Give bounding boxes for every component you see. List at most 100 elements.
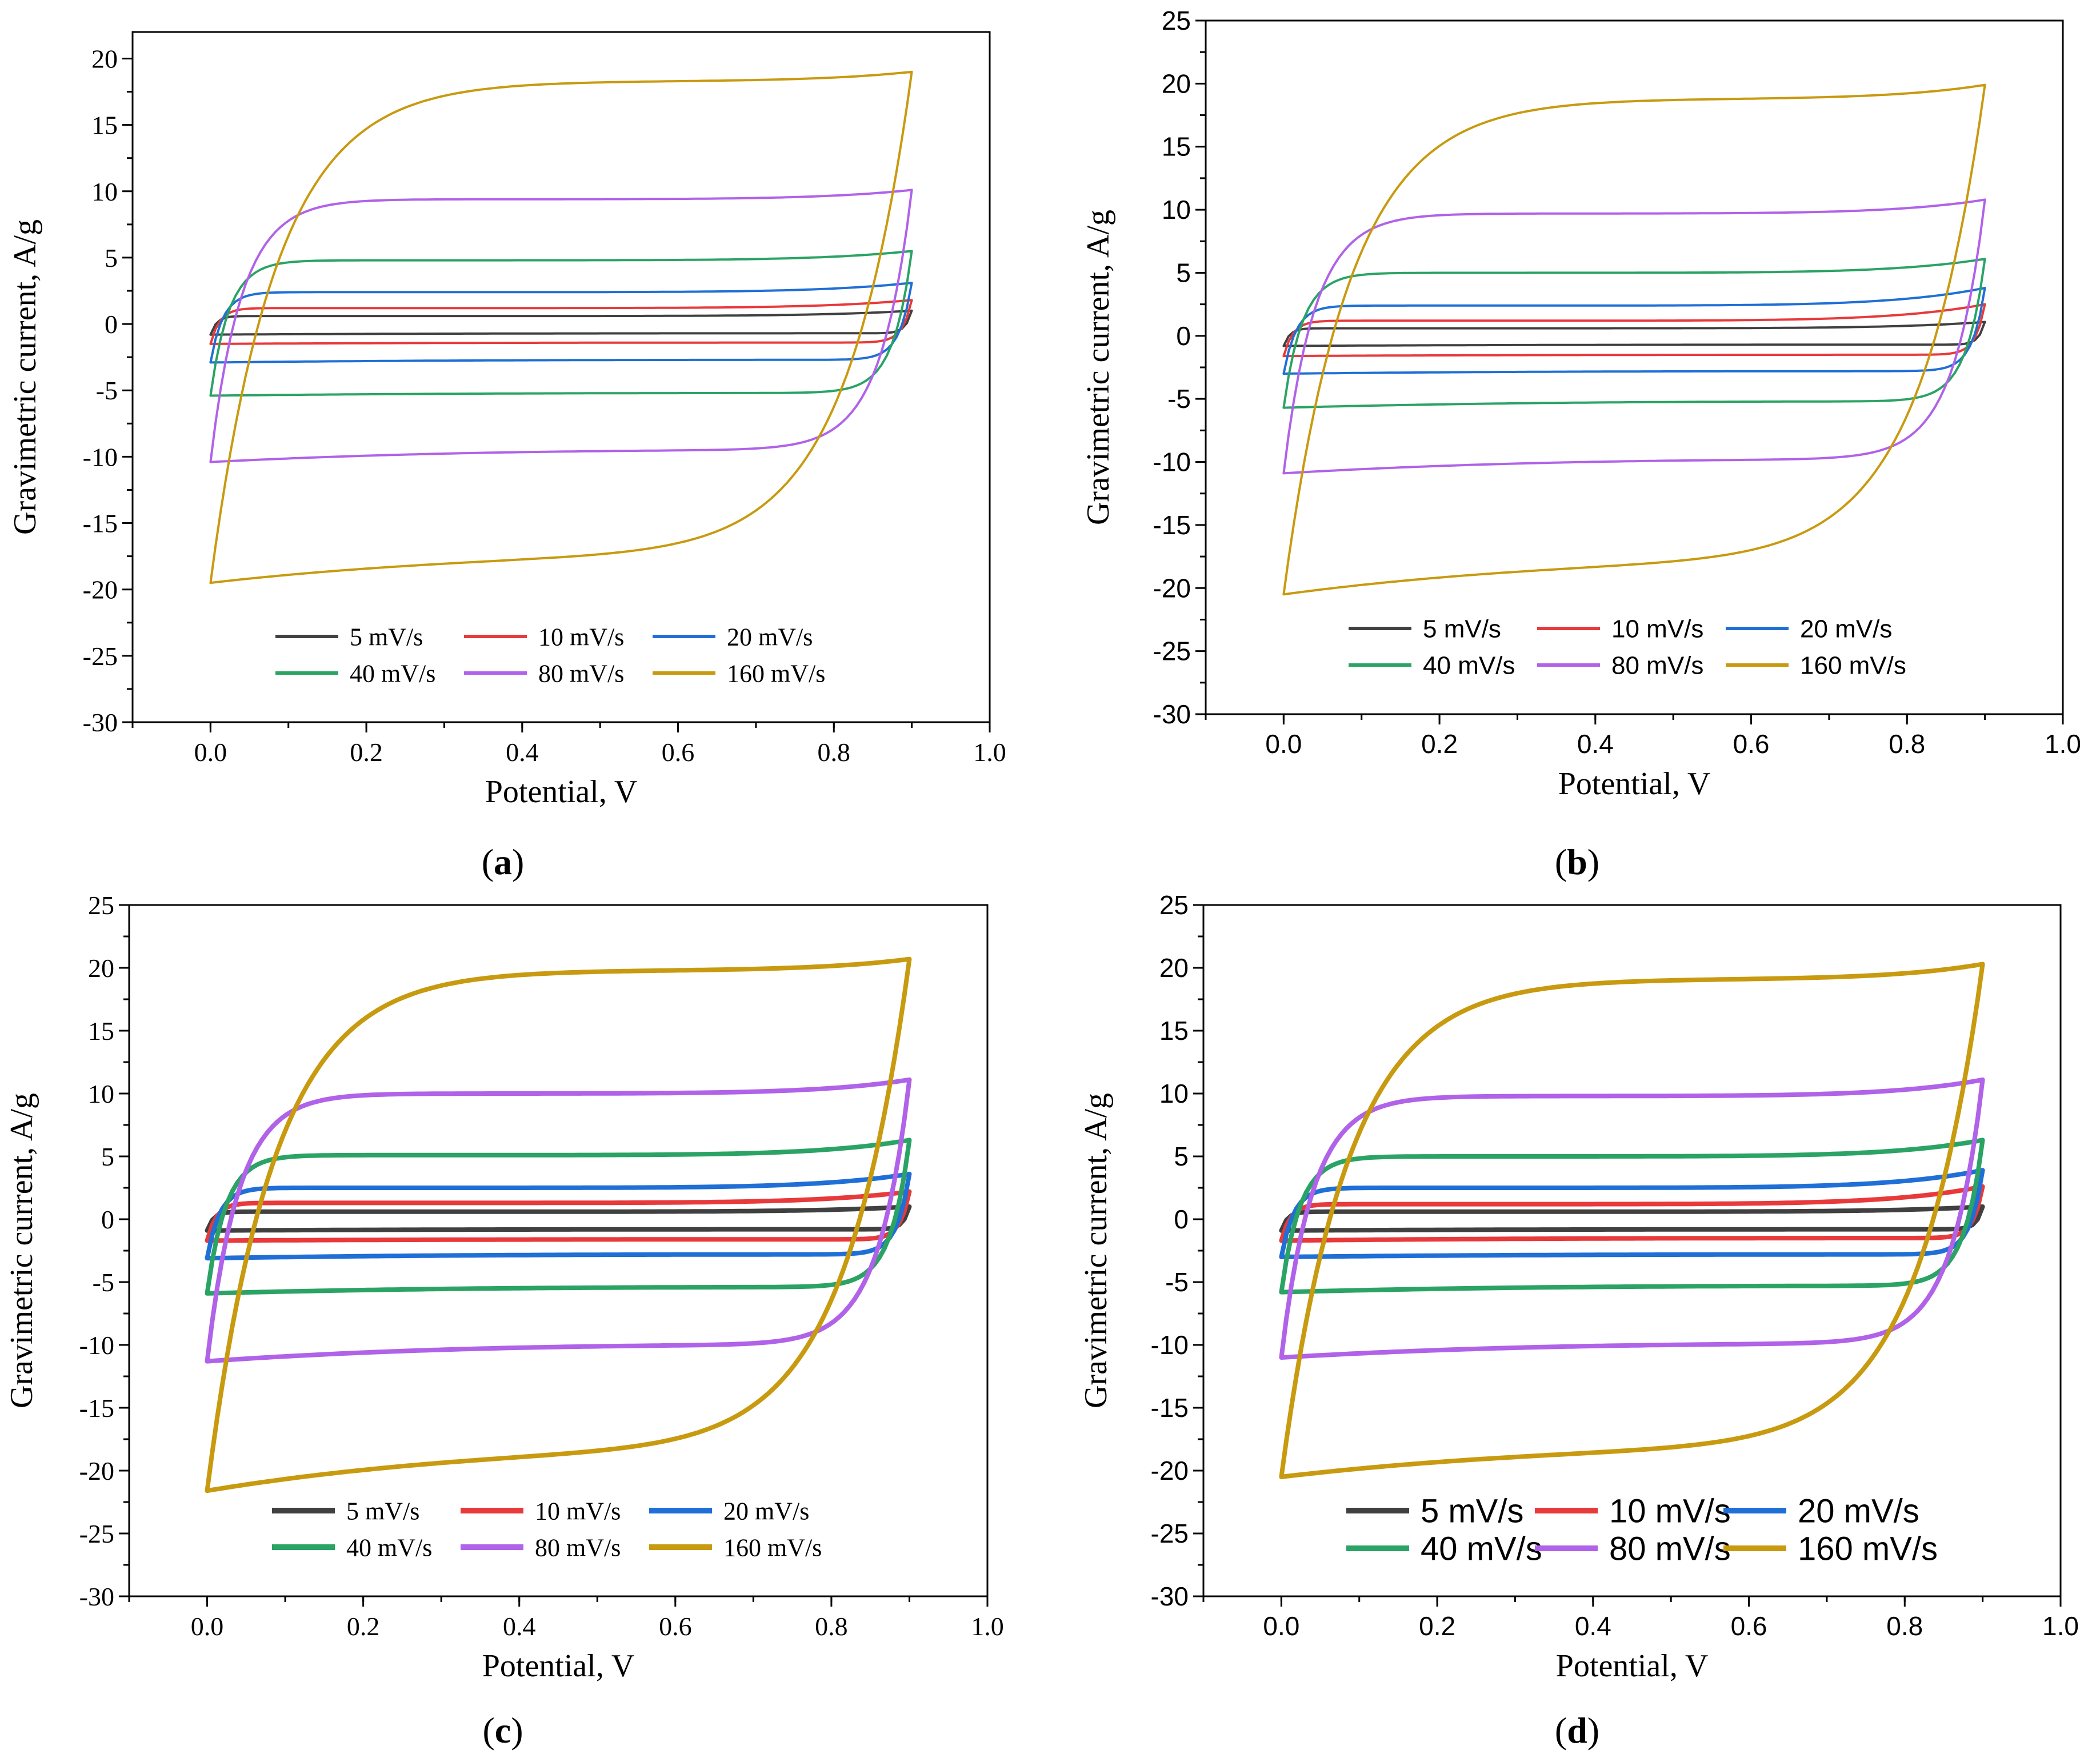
legend-label: 10 mV/s	[1609, 1492, 1731, 1529]
series-10mvs	[1279, 1184, 1985, 1243]
y-axis-label: Gravimetric current, A/g	[1078, 1093, 1114, 1408]
y-tick-label: 5	[105, 243, 118, 273]
y-tick-label: -20	[79, 1456, 114, 1485]
legend-label: 20 mV/s	[1798, 1492, 1919, 1529]
y-tick-label: -5	[93, 1268, 114, 1297]
legend-label: 40 mV/s	[350, 659, 435, 687]
y-tick-label: 15	[1162, 132, 1191, 162]
legend-label: 160 mV/s	[727, 659, 825, 687]
y-tick-label: -30	[83, 708, 118, 737]
y-tick-label: 15	[88, 1016, 114, 1046]
y-tick-label: 20	[1159, 953, 1189, 983]
panel-label: (c)	[482, 1710, 523, 1751]
panel-c: 0.0 0.2 0.4 0.6 0.8 1.0 -30 -25 -20 -15 -10 -5 0 5 10 1…	[4, 891, 1004, 1751]
series-10mvs	[209, 299, 913, 345]
y-tick-label: 15	[91, 111, 118, 140]
x-tick-label: 1.0	[973, 738, 1006, 767]
legend-label: 20 mV/s	[1800, 615, 1892, 643]
y-tick-label: 10	[1162, 195, 1191, 225]
legend-label: 80 mV/s	[1609, 1530, 1731, 1567]
legend-label: 80 mV/s	[535, 1533, 621, 1561]
y-tick-label: 15	[1159, 1016, 1189, 1046]
legend-label: 80 mV/s	[538, 659, 624, 687]
y-tick-label: -10	[1153, 447, 1191, 477]
x-tick-label: 0.4	[1575, 1611, 1611, 1641]
series-10mvs	[205, 1189, 912, 1243]
y-tick-label: -20	[1153, 573, 1191, 603]
y-tick-label: 25	[88, 891, 114, 920]
series-80mvs	[1279, 1077, 1985, 1360]
x-tick-label: 0.6	[662, 738, 695, 767]
legend-label: 160 mV/s	[1798, 1530, 1938, 1567]
x-tick-label: 1.0	[2045, 729, 2081, 759]
x-tick-label: 0.0	[1265, 729, 1302, 759]
panel-label: (d)	[1555, 1710, 1599, 1751]
y-tick-label: -30	[1153, 699, 1191, 729]
y-tick-label: -5	[1167, 384, 1191, 414]
y-tick-label: -5	[1165, 1267, 1189, 1297]
x-tick-label: 0.0	[191, 1612, 224, 1641]
y-tick-label: -30	[1151, 1581, 1189, 1611]
y-tick-label: 0	[1174, 1204, 1189, 1234]
series-40mvs	[1279, 1138, 1985, 1295]
legend-label: 40 mV/s	[1421, 1530, 1542, 1567]
legend-label: 20 mV/s	[723, 1497, 809, 1525]
x-tick-label: 0.2	[350, 738, 383, 767]
series-160mvs	[209, 70, 913, 584]
y-tick-label: 20	[1162, 69, 1191, 98]
legend-label: 20 mV/s	[727, 623, 813, 651]
panel-label: (b)	[1555, 842, 1599, 882]
legend-label: 160 mV/s	[1800, 651, 1906, 679]
x-tick-label: 0.4	[503, 1612, 536, 1641]
x-tick-label: 0.2	[1419, 1611, 1455, 1641]
x-tick-label: 0.8	[818, 738, 851, 767]
x-axis-label: Potential, V	[482, 1648, 635, 1684]
legend-label: 40 mV/s	[1423, 651, 1515, 679]
y-tick-label: 10	[88, 1079, 114, 1108]
y-tick-label: 0	[101, 1205, 114, 1234]
legend-label: 10 mV/s	[538, 623, 624, 651]
y-tick-label: -20	[1151, 1456, 1189, 1485]
x-tick-label: 0.6	[659, 1612, 692, 1641]
legend-label: 160 mV/s	[723, 1533, 822, 1561]
plot-frame	[131, 31, 991, 723]
y-axis-label: Gravimetric current, A/g	[1081, 210, 1116, 525]
y-tick-label: 25	[1159, 890, 1189, 920]
series-5mvs	[1279, 1204, 1985, 1233]
series-10mvs	[1282, 303, 1986, 358]
legend-label: 40 mV/s	[346, 1533, 432, 1561]
series-160mvs	[205, 956, 912, 1493]
legend-label: 5 mV/s	[1421, 1492, 1524, 1529]
panel-d: 0.0 0.2 0.4 0.6 0.8 1.0 -30 -25 -20 -15 -10 -5 0 5 10 1…	[1078, 890, 2079, 1751]
x-tick-label: 0.4	[1577, 729, 1614, 759]
x-tick-label: 0.6	[1733, 729, 1770, 759]
x-axis-label: Potential, V	[1556, 1648, 1709, 1684]
y-tick-label: 20	[88, 954, 114, 983]
x-tick-label: 0.2	[1421, 729, 1458, 759]
series-80mvs	[209, 189, 913, 463]
y-tick-label: -20	[83, 575, 118, 604]
legend-label: 5 mV/s	[346, 1497, 419, 1525]
legend-label: 10 mV/s	[535, 1497, 621, 1525]
y-tick-label: -25	[1151, 1519, 1189, 1548]
series-20mvs	[205, 1171, 912, 1261]
y-tick-label: 20	[91, 44, 118, 73]
x-tick-label: 0.2	[347, 1612, 380, 1641]
legend-label: 80 mV/s	[1611, 651, 1703, 679]
y-tick-label: -15	[79, 1393, 114, 1423]
y-tick-label: 5	[1176, 258, 1191, 287]
series-20mvs	[1282, 286, 1986, 375]
series-80mvs	[205, 1077, 912, 1364]
panel-label: (a)	[482, 842, 525, 882]
series-80mvs	[1282, 198, 1986, 475]
x-tick-label: 0.6	[1731, 1611, 1767, 1641]
plot-frame	[128, 904, 989, 1597]
series-5mvs	[205, 1204, 912, 1233]
x-tick-label: 0.4	[506, 738, 539, 767]
series-5mvs	[1282, 321, 1986, 347]
y-tick-label: 5	[1174, 1142, 1189, 1171]
x-tick-label: 0.0	[1263, 1611, 1299, 1641]
x-axis-label: Potential, V	[1558, 766, 1711, 802]
series-20mvs	[209, 282, 913, 364]
